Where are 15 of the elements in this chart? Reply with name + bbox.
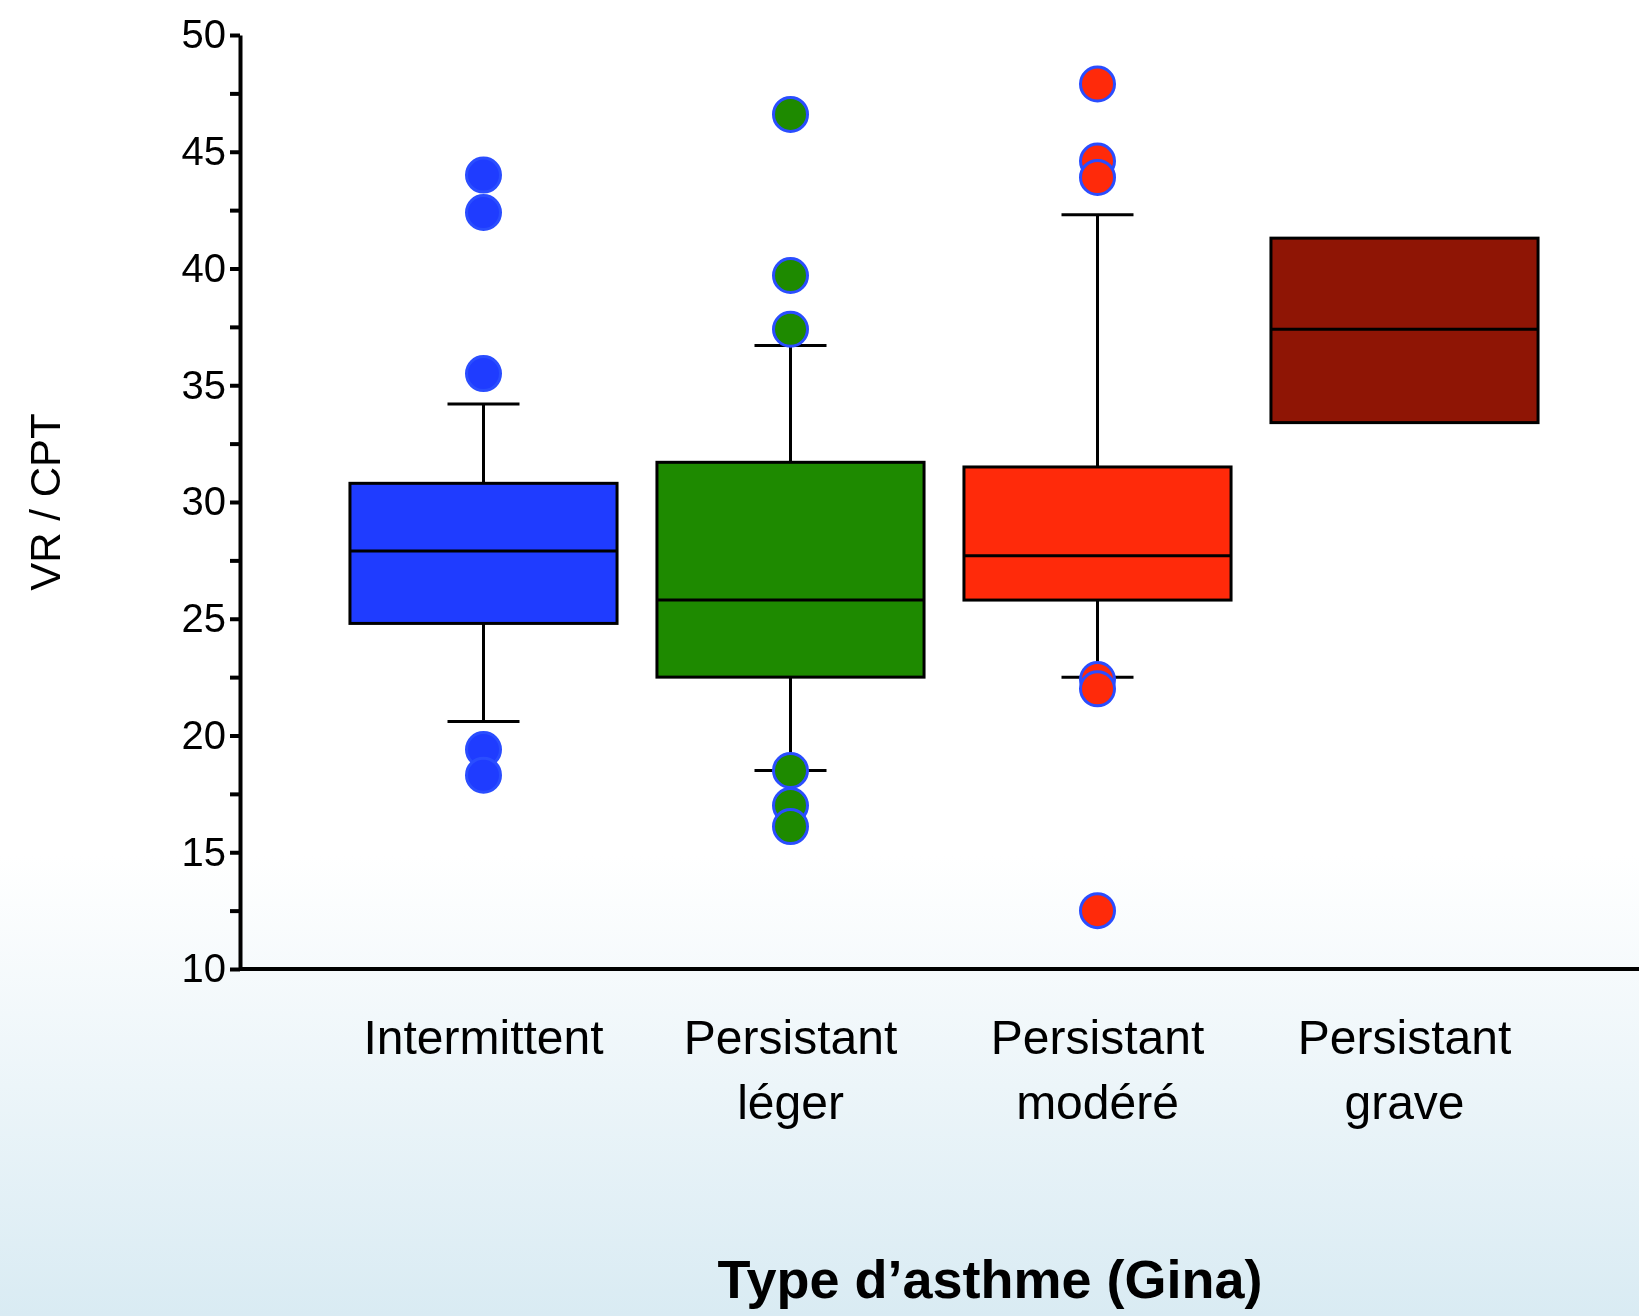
x-axis-title: Type d’asthme (Gina) <box>717 1249 1263 1309</box>
y-tick-label: 35 <box>181 362 226 407</box>
x-tick-label: Intermittent <box>363 1011 604 1065</box>
y-tick-label: 25 <box>181 596 226 641</box>
y-tick-label: 40 <box>181 245 226 290</box>
y-tick-label: 30 <box>181 479 226 524</box>
y-tick-label: 15 <box>181 829 226 874</box>
x-tick-label: Persistant modéré <box>990 1011 1205 1130</box>
x-tick-label: Persistant léger <box>683 1011 898 1130</box>
y-tick-label: 20 <box>181 712 226 757</box>
y-tick-label: 45 <box>181 129 226 174</box>
x-tick-label: Persistant grave <box>1297 1011 1512 1130</box>
y-axis-title: VR / CPT <box>22 413 69 591</box>
y-tick-label: 10 <box>181 946 226 991</box>
y-tick-label: 50 <box>181 12 226 57</box>
